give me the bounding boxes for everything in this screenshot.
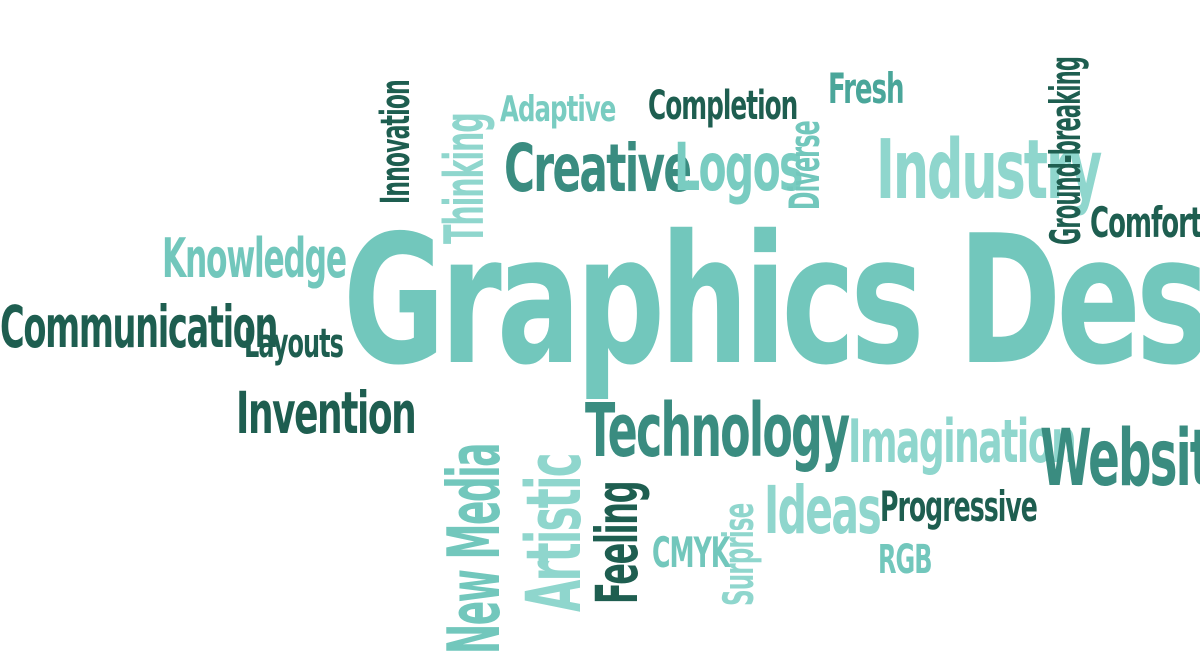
word-completion: Completion [648, 83, 798, 129]
word-adaptive: Adaptive [500, 89, 616, 130]
word-imagination: Imagination [848, 407, 1077, 477]
word-rgb: RGB [878, 537, 933, 583]
word-surprise: Surprise [714, 503, 763, 606]
word-layouts: Layouts [244, 321, 344, 367]
word-cmyk: CMYK [652, 528, 730, 577]
word-invention: Invention [236, 379, 417, 447]
word-comfort: Comfort [1090, 198, 1200, 247]
word-communication: Communication [0, 293, 279, 361]
word-graphics-design: Graphics Design [343, 197, 1200, 404]
word-new-media: New Media [432, 443, 516, 654]
word-diverse: Diverse [780, 121, 829, 210]
word-industry: Industry [876, 123, 1102, 218]
word-fresh: Fresh [828, 64, 904, 113]
word-website: Website [1040, 414, 1200, 504]
word-progressive: Progressive [880, 482, 1038, 531]
word-knowledge: Knowledge [162, 227, 347, 290]
word-innovation: Innovation [373, 80, 419, 204]
word-ground-breaking: Ground-breaking [1041, 56, 1090, 245]
word-creative: Creative [504, 130, 692, 207]
word-ideas: Ideas [764, 472, 882, 549]
word-technology: Technology [585, 388, 850, 474]
word-logos: Logos [674, 129, 803, 206]
word-thinking: Thinking [433, 113, 496, 245]
word-artistic: Artistic [509, 454, 598, 612]
word-feeling: Feeling [583, 481, 651, 604]
